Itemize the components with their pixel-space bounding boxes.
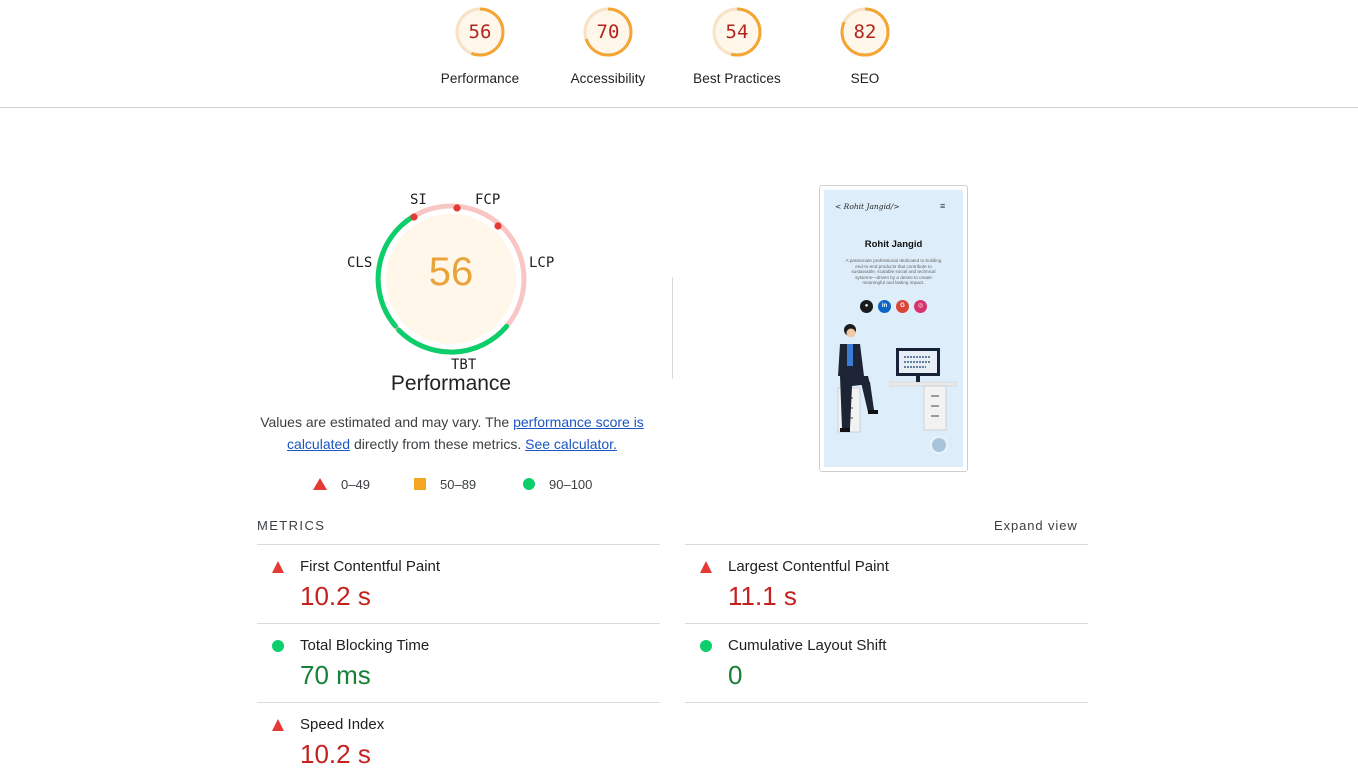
chat-bubble-icon bbox=[930, 436, 948, 454]
fcp-marker bbox=[453, 204, 461, 212]
legend-pass-range: 90–100 bbox=[549, 476, 593, 492]
best-practices-score: 54 bbox=[725, 21, 749, 43]
instagram-icon: ◎ bbox=[914, 300, 927, 313]
performance-score-link[interactable]: performance score is calculated bbox=[287, 414, 644, 452]
site-heading: Rohit Jangid bbox=[864, 239, 923, 250]
fail-triangle-icon bbox=[313, 478, 327, 490]
description-text-1: Values are estimated and may vary. The bbox=[260, 414, 514, 430]
performance-label: Performance bbox=[440, 71, 520, 86]
see-calculator-link[interactable]: See calculator. bbox=[525, 436, 617, 452]
average-square-icon bbox=[414, 478, 426, 490]
seo-gauge-ring bbox=[840, 7, 890, 57]
metric-name: Cumulative Layout Shift bbox=[728, 637, 887, 654]
social-icons: ● in G ◎ bbox=[824, 300, 963, 313]
gauge-tag-cls[interactable]: CLS bbox=[347, 255, 373, 271]
metrics-divider bbox=[685, 702, 1088, 703]
accessibility-gauge: 70 bbox=[582, 6, 634, 58]
pass-circle-icon bbox=[523, 478, 535, 490]
metrics-heading: METRICS bbox=[257, 518, 326, 533]
pass-circle-icon bbox=[272, 640, 284, 652]
accessibility-gauge-ring bbox=[583, 7, 633, 57]
cls-arc bbox=[375, 214, 416, 329]
best-practices-gauge: 54 bbox=[711, 6, 763, 58]
best-practices-label: Best Practices bbox=[693, 71, 781, 86]
seo-gauge: 82 bbox=[839, 6, 891, 58]
metrics-divider bbox=[685, 623, 1088, 624]
gauge-tag-lcp[interactable]: LCP bbox=[529, 255, 555, 271]
performance-score: 56 bbox=[468, 21, 492, 43]
metric-value: 10.2 s bbox=[300, 581, 371, 611]
pass-circle-icon bbox=[700, 640, 712, 652]
metric-first-contentful-paint: First Contentful Paint 10.2 s bbox=[257, 545, 637, 623]
score-description: Values are estimated and may vary. The p… bbox=[258, 411, 646, 455]
category-scores-bar: 56 Performance 70 Accessibility 54 Best … bbox=[0, 0, 1358, 108]
category-performance[interactable]: 56 Performance bbox=[420, 6, 540, 86]
fail-triangle-icon bbox=[272, 561, 284, 573]
metrics-divider bbox=[257, 623, 660, 624]
tbt-arc bbox=[396, 323, 510, 355]
metric-value: 11.1 s bbox=[728, 581, 797, 611]
legend-average: 50–89 bbox=[414, 476, 476, 492]
metric-arc-ring bbox=[375, 203, 527, 355]
gauge-tag-fcp[interactable]: FCP bbox=[475, 192, 501, 208]
site-bio: A passionate professional dedicated to b… bbox=[845, 258, 942, 286]
best-practices-gauge-ring bbox=[712, 7, 762, 57]
site-logo: < Rohit Jangid/> bbox=[835, 202, 900, 211]
metrics-divider bbox=[257, 702, 660, 703]
metric-value: 0 bbox=[728, 660, 743, 690]
person-at-desk-illustration-icon bbox=[837, 324, 957, 433]
metric-cumulative-layout-shift: Cumulative Layout Shift 0 bbox=[685, 624, 1065, 702]
lcp-marker bbox=[494, 222, 502, 230]
metric-total-blocking-time: Total Blocking Time 70 ms bbox=[257, 624, 637, 702]
performance-gauge-title: Performance bbox=[390, 372, 512, 395]
metrics-divider bbox=[685, 544, 1088, 545]
metric-value: 70 ms bbox=[300, 660, 371, 690]
screenshot-content: < Rohit Jangid/> ≡ Rohit Jangid A passio… bbox=[824, 190, 963, 467]
gauge-tag-si[interactable]: SI bbox=[410, 192, 427, 208]
performance-gauge: 56 bbox=[454, 6, 506, 58]
accessibility-score: 70 bbox=[596, 21, 620, 43]
legend-average-range: 50–89 bbox=[440, 476, 477, 492]
category-seo[interactable]: 82 SEO bbox=[805, 6, 925, 86]
legend-pass: 90–100 bbox=[523, 476, 592, 492]
google-icon: G bbox=[896, 300, 909, 313]
final-screenshot-thumbnail[interactable]: < Rohit Jangid/> ≡ Rohit Jangid A passio… bbox=[819, 185, 968, 472]
metric-name: Speed Index bbox=[300, 716, 385, 733]
metric-name: First Contentful Paint bbox=[300, 558, 441, 575]
section-divider bbox=[672, 277, 673, 379]
accessibility-label: Accessibility bbox=[570, 71, 646, 86]
legend-fail: 0–49 bbox=[313, 476, 370, 492]
metric-name: Largest Contentful Paint bbox=[728, 558, 889, 575]
seo-label: SEO bbox=[850, 71, 880, 86]
si-marker bbox=[410, 213, 418, 221]
performance-gauge-ring bbox=[455, 7, 505, 57]
gauge-tag-tbt[interactable]: TBT bbox=[451, 357, 477, 373]
seo-score: 82 bbox=[853, 21, 877, 43]
linkedin-icon: in bbox=[878, 300, 891, 313]
category-accessibility[interactable]: 70 Accessibility bbox=[548, 6, 668, 86]
description-text-2: directly from these metrics. bbox=[350, 436, 526, 452]
fail-triangle-icon bbox=[700, 561, 712, 573]
performance-score-large: 56 bbox=[428, 250, 474, 294]
expand-view-toggle[interactable]: Expand view bbox=[994, 518, 1078, 533]
hamburger-menu-icon: ≡ bbox=[940, 201, 946, 211]
category-best-practices[interactable]: 54 Best Practices bbox=[677, 6, 797, 86]
metric-name: Total Blocking Time bbox=[300, 637, 430, 654]
fail-triangle-icon bbox=[272, 719, 284, 731]
github-icon: ● bbox=[860, 300, 873, 313]
metric-largest-contentful-paint: Largest Contentful Paint 11.1 s bbox=[685, 545, 1065, 623]
metric-speed-index: Speed Index 10.2 s bbox=[257, 703, 637, 781]
metric-value: 10.2 s bbox=[300, 739, 371, 769]
legend-fail-range: 0–49 bbox=[341, 476, 370, 492]
performance-metric-gauge bbox=[338, 186, 564, 372]
metrics-divider bbox=[257, 544, 660, 545]
